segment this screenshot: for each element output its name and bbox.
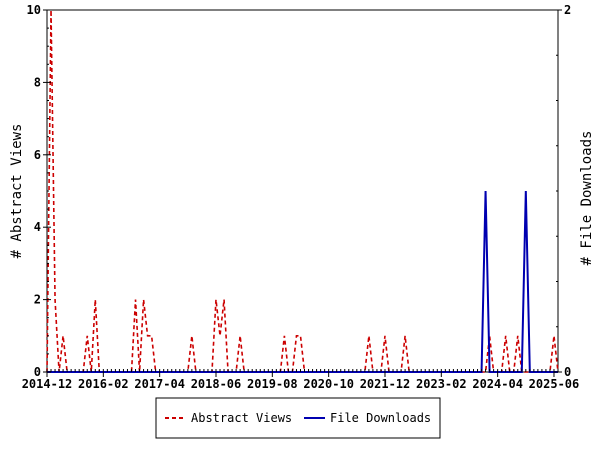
x-tick-label: 2023-02 [416,377,467,391]
x-tick-label: 2016-02 [78,377,129,391]
legend-label-file-downloads: File Downloads [330,411,431,425]
y-left-tick-label: 0 [34,365,41,379]
x-tick-label: 2020-10 [303,377,354,391]
y-left-tick-label: 4 [34,220,41,234]
x-tick-label: 2018-06 [191,377,242,391]
x-tick-label: 2021-12 [360,377,411,391]
x-tick-label: 2025-06 [529,377,580,391]
x-tick-label: 2014-12 [22,377,73,391]
y-left-tick-label: 2 [34,293,41,307]
legend: Abstract Views File Downloads [155,397,441,439]
x-tick-label: 2019-08 [247,377,298,391]
x-tick-label: 2017-04 [134,377,185,391]
series-line-file-downloads [47,190,558,373]
y-right-tick-label: 2 [564,3,571,17]
x-tick-label: 2024-04 [472,377,523,391]
y-left-tick-label: 8 [34,75,41,89]
plot-area [46,9,559,373]
y-right-tick-label: 0 [564,365,571,379]
y-axis-left-title: # Abstract Views [9,124,25,259]
legend-box [155,397,441,439]
legend-label-abstract-views: Abstract Views [191,411,292,425]
series-line-abstract-views [46,9,559,373]
y-left-tick-label: 10 [27,3,41,17]
y-axis-right-title: # File Downloads [579,131,595,266]
y-left-tick-label: 6 [34,148,41,162]
